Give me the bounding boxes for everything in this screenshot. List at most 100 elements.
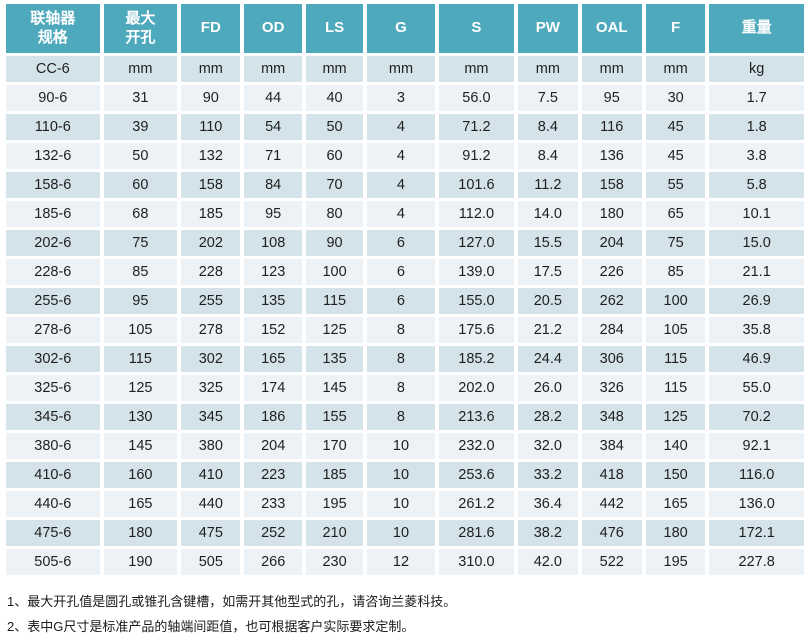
- row-label-cell: 255-6: [6, 288, 100, 314]
- value-cell: 175.6: [438, 317, 515, 343]
- value-cell: 10: [367, 491, 435, 517]
- value-cell: 50: [305, 114, 364, 140]
- row-label-cell: 90-6: [6, 85, 100, 111]
- value-cell: 233: [244, 491, 302, 517]
- value-cell: 6: [367, 230, 435, 256]
- value-cell: 115: [645, 375, 706, 401]
- value-cell: 253.6: [438, 462, 515, 488]
- value-cell: 4: [367, 172, 435, 198]
- value-cell: 522: [581, 549, 642, 575]
- value-cell: 228: [181, 259, 241, 285]
- value-cell: 125: [645, 404, 706, 430]
- value-cell: 55.0: [709, 375, 804, 401]
- value-cell: 306: [581, 346, 642, 372]
- value-cell: 125: [103, 375, 178, 401]
- value-cell: 68: [103, 201, 178, 227]
- value-cell: 230: [305, 549, 364, 575]
- table-row: 410-6 160 410 223 185 10 253.6 33.2 418 150 116.0: [6, 462, 804, 488]
- value-cell: 158: [581, 172, 642, 198]
- table-row: 475-6 180 475 252 210 10 281.6 38.2 476 180 172.1: [6, 520, 804, 546]
- value-cell: 136: [581, 143, 642, 169]
- value-cell: 348: [581, 404, 642, 430]
- column-header: G: [367, 4, 435, 53]
- value-cell: 262: [581, 288, 642, 314]
- table-body: CC-6 mm mm mm mm mm mm mm mm mm kg 90-6 31 90 44 40 3 56.…: [6, 56, 804, 575]
- column-header: S: [438, 4, 515, 53]
- value-cell: 45: [645, 114, 706, 140]
- value-cell: 95: [581, 85, 642, 111]
- value-cell: 91.2: [438, 143, 515, 169]
- value-cell: 110: [181, 114, 241, 140]
- column-header: OAL: [581, 4, 642, 53]
- table-row: 185-6 68 185 95 80 4 112.0 14.0 180 65 10.1: [6, 201, 804, 227]
- row-label-cell: 132-6: [6, 143, 100, 169]
- value-cell: 6: [367, 259, 435, 285]
- value-cell: 139.0: [438, 259, 515, 285]
- value-cell: 442: [581, 491, 642, 517]
- value-cell: 172.1: [709, 520, 804, 546]
- value-cell: 55: [645, 172, 706, 198]
- column-header: OD: [244, 4, 302, 53]
- value-cell: 204: [244, 433, 302, 459]
- row-label-cell: CC-6: [6, 56, 100, 82]
- value-cell: mm: [305, 56, 364, 82]
- value-cell: 10.1: [709, 201, 804, 227]
- value-cell: 90: [181, 85, 241, 111]
- value-cell: 46.9: [709, 346, 804, 372]
- value-cell: 35.8: [709, 317, 804, 343]
- value-cell: 8: [367, 317, 435, 343]
- value-cell: 261.2: [438, 491, 515, 517]
- value-cell: mm: [518, 56, 578, 82]
- value-cell: 65: [645, 201, 706, 227]
- value-cell: 160: [103, 462, 178, 488]
- value-cell: 30: [645, 85, 706, 111]
- value-cell: 92.1: [709, 433, 804, 459]
- row-label-cell: 325-6: [6, 375, 100, 401]
- value-cell: 75: [645, 230, 706, 256]
- column-header: FD: [181, 4, 241, 53]
- value-cell: 384: [581, 433, 642, 459]
- value-cell: 100: [645, 288, 706, 314]
- table-row: 345-6 130 345 186 155 8 213.6 28.2 348 125 70.2: [6, 404, 804, 430]
- value-cell: 60: [103, 172, 178, 198]
- value-cell: 5.8: [709, 172, 804, 198]
- value-cell: mm: [103, 56, 178, 82]
- value-cell: 45: [645, 143, 706, 169]
- units-row: CC-6 mm mm mm mm mm mm mm mm mm kg: [6, 56, 804, 82]
- row-label-cell: 440-6: [6, 491, 100, 517]
- value-cell: 223: [244, 462, 302, 488]
- value-cell: 132: [181, 143, 241, 169]
- row-label-cell: 345-6: [6, 404, 100, 430]
- value-cell: 70.2: [709, 404, 804, 430]
- value-cell: 85: [103, 259, 178, 285]
- table-row: 132-6 50 132 71 60 4 91.2 8.4 136 45 3.8: [6, 143, 804, 169]
- value-cell: 8.4: [518, 143, 578, 169]
- value-cell: 8: [367, 375, 435, 401]
- value-cell: 180: [645, 520, 706, 546]
- value-cell: 101.6: [438, 172, 515, 198]
- value-cell: 8: [367, 404, 435, 430]
- table-row: 158-6 60 158 84 70 4 101.6 11.2 158 55 5.8: [6, 172, 804, 198]
- table-row: 90-6 31 90 44 40 3 56.0 7.5 95 30 1.7: [6, 85, 804, 111]
- value-cell: mm: [181, 56, 241, 82]
- value-cell: 325: [181, 375, 241, 401]
- value-cell: 475: [181, 520, 241, 546]
- value-cell: 31: [103, 85, 178, 111]
- value-cell: 50: [103, 143, 178, 169]
- row-label-cell: 475-6: [6, 520, 100, 546]
- row-label-cell: 202-6: [6, 230, 100, 256]
- column-header: 联轴器 规格: [6, 4, 100, 53]
- value-cell: 345: [181, 404, 241, 430]
- table-row: 110-6 39 110 54 50 4 71.2 8.4 116 45 1.8: [6, 114, 804, 140]
- value-cell: 418: [581, 462, 642, 488]
- footnote-1: 1、最大开孔值是圆孔或锥孔含键槽，如需开其他型式的孔，请咨询兰菱科技。: [7, 594, 457, 609]
- value-cell: 130: [103, 404, 178, 430]
- value-cell: 15.5: [518, 230, 578, 256]
- value-cell: 278: [181, 317, 241, 343]
- value-cell: 6: [367, 288, 435, 314]
- value-cell: 8: [367, 346, 435, 372]
- value-cell: 284: [581, 317, 642, 343]
- row-label-cell: 505-6: [6, 549, 100, 575]
- row-label-cell: 228-6: [6, 259, 100, 285]
